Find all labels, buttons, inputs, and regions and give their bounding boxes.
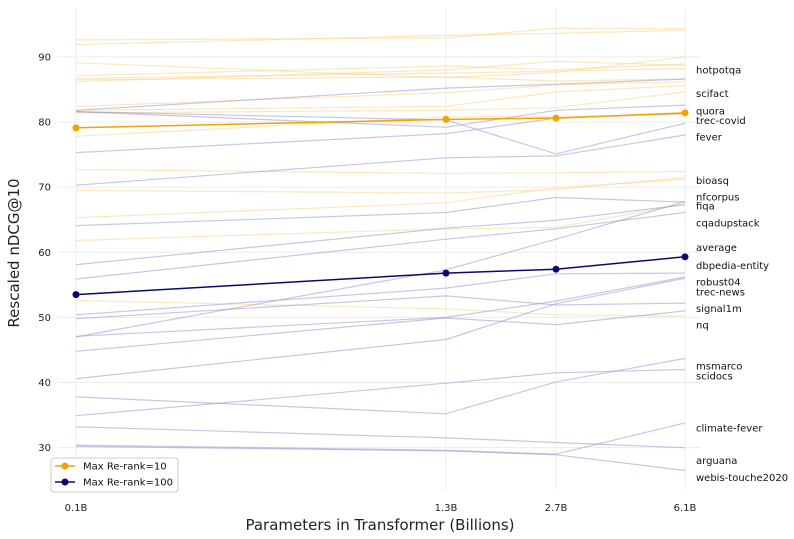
legend-marker-rerank100 bbox=[61, 478, 69, 486]
dataset-label-cqadupstack: cqadupstack bbox=[696, 218, 760, 229]
highlight-series bbox=[72, 109, 689, 299]
x-tick-label-0: 0.1B bbox=[65, 503, 88, 514]
series-point-rerank100-2 bbox=[552, 265, 560, 273]
y-tick-label-1: 40 bbox=[38, 378, 51, 389]
background-line-rerank100-30 bbox=[75, 357, 686, 415]
background-line-rerank100-24 bbox=[75, 272, 686, 316]
y-tick-label-0: 30 bbox=[38, 443, 51, 454]
background-line-rerank10-6 bbox=[75, 76, 686, 82]
x-axis-ticks: 0.1B 1.3B 2.7B 6.1B bbox=[65, 503, 697, 514]
series-point-rerank10-3 bbox=[681, 109, 689, 117]
legend-label-rerank100: Max Re-rank=100 bbox=[83, 478, 173, 489]
legend-frame bbox=[50, 457, 179, 493]
background-line-rerank10-11 bbox=[75, 168, 686, 175]
background-line-rerank10-13 bbox=[75, 178, 686, 219]
series-point-rerank100-1 bbox=[442, 269, 450, 277]
dataset-label-trec-news: trec-news bbox=[696, 287, 745, 298]
background-line-rerank100-16 bbox=[75, 78, 686, 111]
dataset-label-fiqa: fiqa bbox=[696, 202, 715, 213]
x-tick-label-2: 2.7B bbox=[545, 503, 568, 514]
dataset-label-robust04: robust04 bbox=[696, 278, 741, 289]
dataset-label-arguana: arguana bbox=[696, 456, 737, 467]
legend: Max Re-rank=10 Max Re-rank=100 bbox=[50, 457, 179, 493]
dataset-label-climate-fever: climate-fever bbox=[696, 424, 763, 435]
x-axis-label: Parameters in Transformer (Billions) bbox=[245, 516, 514, 534]
background-line-rerank10-0 bbox=[75, 27, 686, 41]
dataset-label-fever: fever bbox=[696, 132, 723, 143]
series-point-rerank10-0 bbox=[72, 124, 80, 132]
dataset-label-average: average bbox=[696, 243, 737, 254]
dataset-label-webis-touche2020: webis-touche2020 bbox=[696, 473, 788, 484]
background-line-rerank100-27 bbox=[75, 276, 686, 337]
y-tick-label-5: 80 bbox=[38, 117, 51, 128]
grid bbox=[58, 8, 700, 490]
background-line-rerank100-34 bbox=[75, 445, 686, 472]
dataset-label-msmarco: msmarco bbox=[696, 362, 742, 373]
dataset-label-dbpedia-entity: dbpedia-entity bbox=[696, 261, 769, 272]
dataset-label-scifact: scifact bbox=[696, 89, 729, 100]
x-tick-label-3: 6.1B bbox=[674, 503, 697, 514]
background-line-rerank100-21 bbox=[75, 196, 686, 227]
background-line-rerank10-9 bbox=[75, 91, 686, 114]
dataset-label-trec-covid: trec-covid bbox=[696, 116, 746, 127]
y-axis-ticks: 30 40 50 60 70 80 90 bbox=[38, 52, 51, 454]
background-line-rerank10-5 bbox=[75, 60, 686, 83]
background-line-rerank100-31 bbox=[75, 368, 686, 417]
legend-marker-rerank10 bbox=[61, 462, 69, 470]
background-line-rerank100-29 bbox=[75, 277, 686, 380]
series-point-rerank10-2 bbox=[552, 114, 560, 122]
background-line-rerank100-17 bbox=[75, 111, 686, 155]
background-line-rerank10-15 bbox=[75, 299, 686, 317]
background-series bbox=[75, 27, 686, 472]
background-line-rerank100-25 bbox=[75, 295, 686, 320]
background-line-rerank10-1 bbox=[75, 29, 686, 46]
dataset-label-scidocs: scidocs bbox=[696, 372, 733, 383]
y-tick-label-2: 50 bbox=[38, 313, 51, 324]
dataset-label-nfcorpus: nfcorpus bbox=[696, 192, 739, 203]
series-point-rerank100-3 bbox=[681, 253, 689, 261]
y-tick-label-3: 60 bbox=[38, 248, 51, 259]
dataset-label-nq: nq bbox=[696, 321, 709, 332]
y-tick-label-6: 90 bbox=[38, 52, 51, 63]
background-line-rerank100-20 bbox=[75, 134, 686, 186]
background-line-rerank10-8 bbox=[75, 84, 686, 111]
series-point-rerank100-0 bbox=[72, 291, 80, 299]
series-line-rerank10 bbox=[75, 112, 686, 129]
background-line-rerank10-3 bbox=[75, 63, 686, 77]
series-point-rerank10-1 bbox=[442, 115, 450, 123]
legend-label-rerank10: Max Re-rank=10 bbox=[83, 462, 167, 473]
x-tick-label-1: 1.3B bbox=[435, 503, 458, 514]
background-line-rerank100-19 bbox=[75, 112, 686, 154]
dataset-label-bioasq: bioasq bbox=[696, 176, 729, 187]
background-line-rerank100-32 bbox=[75, 426, 686, 449]
dataset-label-quora: quora bbox=[696, 106, 725, 117]
y-tick-label-4: 70 bbox=[38, 183, 51, 194]
dataset-label-signal1m: signal1m bbox=[696, 304, 742, 315]
y-axis-label: Rescaled nDCG@10 bbox=[5, 178, 23, 327]
dataset-label-hotpotqa: hotpotqa bbox=[696, 65, 741, 76]
background-line-rerank10-2 bbox=[75, 56, 686, 79]
series-line-rerank100 bbox=[75, 256, 686, 296]
background-line-rerank10-14 bbox=[75, 203, 686, 242]
background-line-rerank100-22 bbox=[75, 204, 686, 266]
background-line-rerank100-26 bbox=[75, 200, 686, 338]
